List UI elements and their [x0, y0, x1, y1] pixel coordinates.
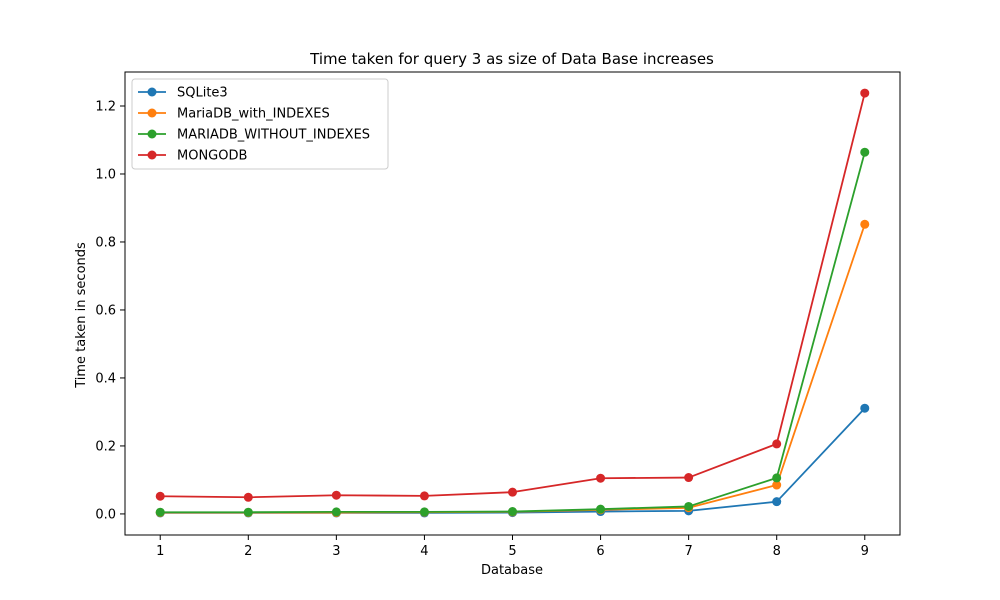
x-tick-label: 8: [773, 544, 781, 559]
legend-box: [131, 78, 389, 170]
legend-entry: MariaDB_with_INDEXES: [138, 107, 330, 122]
y-tick-label: 1.2: [95, 99, 116, 114]
data-point: [331, 490, 341, 500]
legend-swatch-marker: [147, 108, 157, 118]
data-point: [155, 507, 165, 517]
legend-label: MONGODB: [177, 149, 247, 164]
x-tick-label: 1: [156, 544, 164, 559]
legend-entry: MARIADB_WITHOUT_INDEXES: [138, 128, 370, 143]
y-tick-label: 1.0: [95, 167, 116, 182]
series-line: [160, 151, 866, 514]
x-tick-label: 6: [596, 544, 604, 559]
chart-title: Time taken for query 3 as size of Data B…: [309, 50, 714, 68]
data-point: [155, 491, 165, 501]
legend-swatch-marker: [147, 129, 157, 139]
data-point: [772, 497, 782, 507]
legend-label: SQLite3: [177, 86, 228, 101]
data-point: [684, 473, 694, 483]
y-axis-label: Time taken in seconds: [74, 242, 89, 389]
data-point: [243, 492, 253, 502]
data-point: [243, 507, 253, 517]
x-tick-label: 4: [420, 544, 428, 559]
data-point: [331, 507, 341, 517]
data-point: [596, 473, 606, 483]
x-tick-label: 5: [508, 544, 516, 559]
series-mongodb: [155, 88, 870, 502]
legend-label: MARIADB_WITHOUT_INDEXES: [177, 128, 370, 143]
y-tick-label: 0.8: [95, 235, 116, 250]
legend-swatch-marker: [147, 87, 157, 97]
x-tick-label: 7: [684, 544, 692, 559]
data-point: [860, 219, 870, 229]
x-axis-label: Database: [481, 563, 543, 578]
data-point: [860, 147, 870, 157]
data-point: [419, 491, 429, 501]
x-tick-label: 3: [332, 544, 340, 559]
y-tick-label: 0.4: [95, 371, 116, 386]
series-mariadb-with-indexes: [155, 219, 870, 518]
y-tick-label: 0.2: [95, 439, 116, 454]
legend: SQLite3 MariaDB_with_INDEXES MARIADB_WITHO…: [131, 78, 389, 170]
data-point: [860, 88, 870, 98]
data-point: [772, 473, 782, 483]
data-point: [772, 439, 782, 449]
data-point: [860, 403, 870, 413]
legend-swatch-marker: [147, 150, 157, 160]
series-line: [160, 224, 866, 514]
legend-entry: SQLite3: [138, 86, 228, 101]
legend-label: MariaDB_with_INDEXES: [177, 107, 330, 122]
data-point: [772, 480, 782, 490]
x-tick-label: 9: [861, 544, 869, 559]
y-tick-label: 0.6: [95, 303, 116, 318]
data-point: [508, 507, 517, 517]
legend-entry: MONGODB: [138, 149, 247, 164]
data-point: [684, 501, 694, 511]
series-mariadb-without-indexes: [155, 147, 870, 517]
data-point: [508, 487, 517, 497]
data-point: [419, 507, 429, 517]
plot-area: 1 2 3 4 5 6 7 8 9 0.0 0.2 0.4 0.6 0.8 1.0 1.2: [95, 71, 901, 559]
x-tick-label: 2: [244, 544, 252, 559]
series-sqlite3: [155, 403, 870, 518]
y-tick-label: 0.0: [95, 507, 116, 522]
data-point: [596, 504, 606, 514]
